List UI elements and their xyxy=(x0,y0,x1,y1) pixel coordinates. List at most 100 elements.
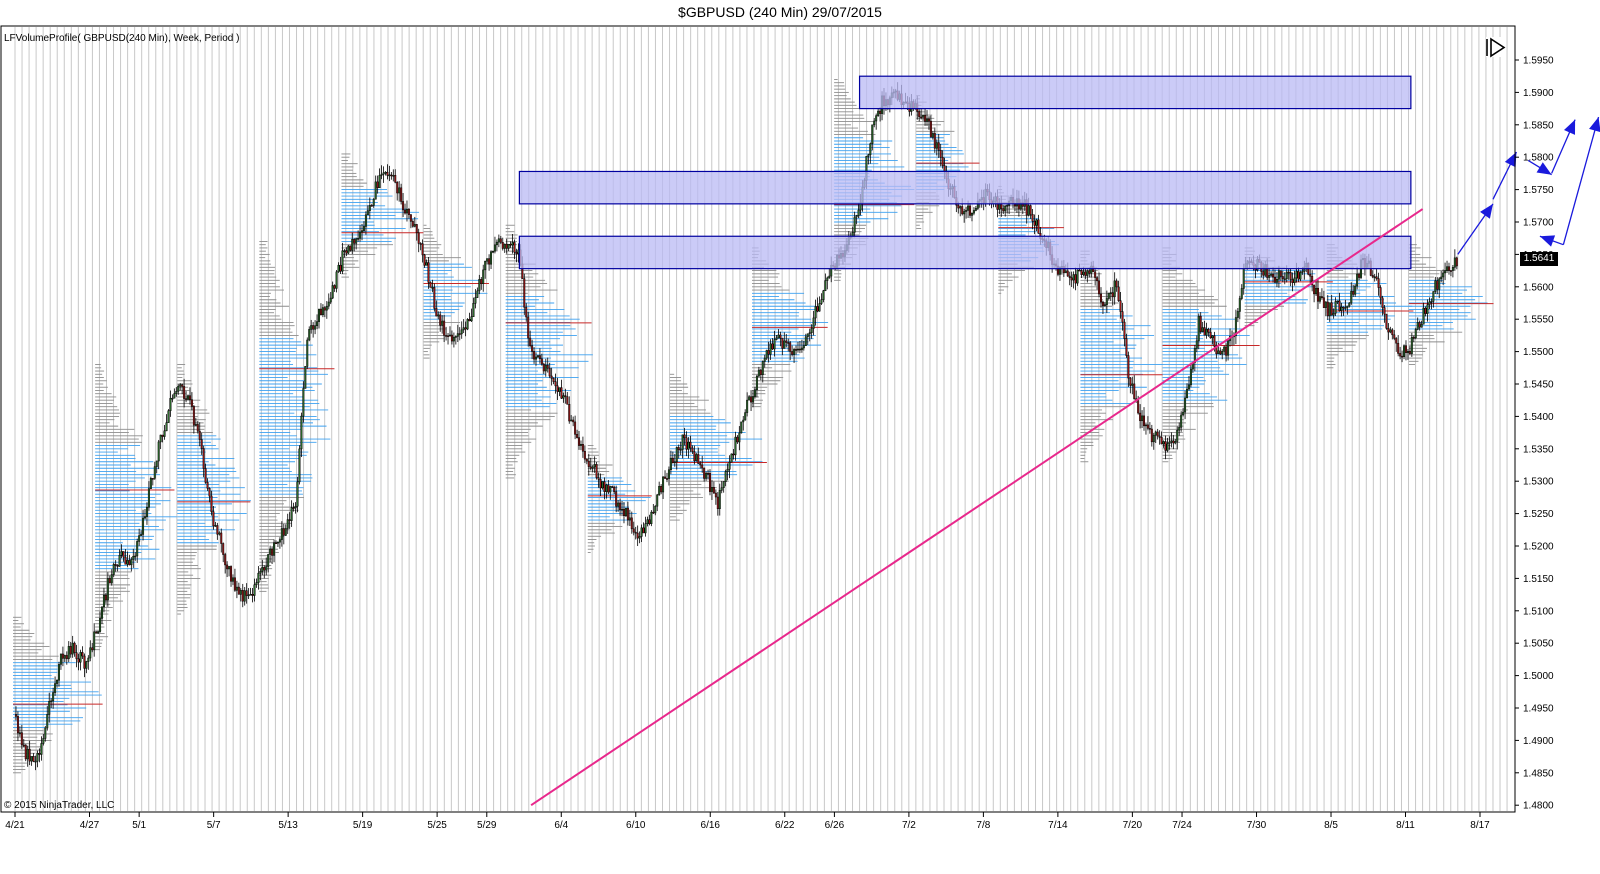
candle-body xyxy=(798,348,801,351)
candle-body xyxy=(284,528,287,536)
candle-body xyxy=(214,525,217,527)
candle-body xyxy=(398,187,401,194)
candle-body xyxy=(1098,280,1101,295)
candle-body xyxy=(1328,302,1331,317)
candle-body xyxy=(327,301,330,307)
candle-body xyxy=(501,242,504,249)
candle-body xyxy=(478,279,481,292)
y-tick-label: 1.5700 xyxy=(1523,218,1554,229)
candle-body xyxy=(525,306,528,318)
candle-body xyxy=(961,206,964,215)
candle-body xyxy=(1174,441,1177,444)
candle-body xyxy=(1137,400,1140,414)
y-tick-label: 1.4950 xyxy=(1523,704,1554,715)
candle-body xyxy=(386,171,389,176)
candle-body xyxy=(781,337,784,349)
candle-body xyxy=(1279,270,1282,277)
candle-body xyxy=(742,419,745,423)
candle-body xyxy=(998,203,1001,210)
candle-body xyxy=(24,744,27,760)
candle-body xyxy=(460,329,463,335)
candle-body xyxy=(370,205,373,207)
candle-body xyxy=(759,369,762,375)
collapse-icon[interactable] xyxy=(1486,37,1506,58)
candle-body xyxy=(429,282,432,288)
candle-body xyxy=(1205,328,1208,336)
candle-body xyxy=(746,399,749,413)
y-tick-label: 1.5400 xyxy=(1523,412,1554,423)
candle-body xyxy=(231,577,234,582)
candle-body xyxy=(871,124,874,144)
candle-body xyxy=(1168,441,1171,444)
candle-body xyxy=(1035,219,1038,226)
candle-body xyxy=(454,336,457,338)
candle-body xyxy=(224,554,227,566)
candle-body xyxy=(50,700,53,703)
candle-body xyxy=(1088,270,1091,274)
candle-body xyxy=(1336,300,1339,303)
candle-body xyxy=(404,209,407,214)
candle-body xyxy=(183,386,186,399)
candle-body xyxy=(1141,415,1144,421)
candle-body xyxy=(57,664,60,681)
x-tick-label: 4/21 xyxy=(5,820,25,831)
candle-body xyxy=(116,565,119,567)
candle-body xyxy=(1289,272,1292,280)
candle-body xyxy=(32,756,35,762)
candle-body xyxy=(779,334,782,339)
candle-body xyxy=(378,175,381,189)
candle-body xyxy=(558,387,561,392)
candle-body xyxy=(689,441,692,449)
candle-body xyxy=(114,564,117,566)
x-tick-label: 5/19 xyxy=(353,820,373,831)
candle-body xyxy=(1379,287,1382,299)
candle-body xyxy=(355,238,358,244)
candle-body xyxy=(879,110,882,114)
candle-body xyxy=(767,350,770,355)
candle-body xyxy=(468,319,471,322)
candle-body xyxy=(300,415,303,450)
candle-body xyxy=(196,424,199,432)
candle-body xyxy=(56,679,59,684)
candle-body xyxy=(316,321,319,326)
projection-arrow-head xyxy=(1589,117,1600,132)
candle-body xyxy=(615,491,618,507)
candle-body xyxy=(443,320,446,336)
candle-body xyxy=(263,567,266,571)
candle-body xyxy=(294,505,297,509)
candle-body xyxy=(411,221,414,227)
candle-body xyxy=(937,142,940,151)
candle-body xyxy=(583,450,586,460)
candle-body xyxy=(450,334,453,342)
candle-body xyxy=(734,436,737,456)
candle-body xyxy=(1322,297,1325,308)
candle-body xyxy=(1299,272,1302,280)
candle-body xyxy=(488,258,491,265)
candle-body xyxy=(1315,287,1318,295)
candle-body xyxy=(939,150,942,158)
candle-body xyxy=(626,507,629,521)
candle-body xyxy=(492,250,494,253)
candle-body xyxy=(1186,388,1189,399)
candle-body xyxy=(507,243,510,249)
candle-body xyxy=(1029,205,1032,215)
candle-body xyxy=(255,582,258,586)
candle-body xyxy=(171,397,174,400)
candle-body xyxy=(333,285,336,289)
candle-body xyxy=(730,453,733,463)
candle-body xyxy=(239,590,242,595)
candle-body xyxy=(1160,437,1163,445)
candle-body xyxy=(531,345,534,352)
candle-body xyxy=(755,375,758,390)
candle-body xyxy=(566,396,569,405)
candle-body xyxy=(390,174,393,177)
x-tick-label: 5/25 xyxy=(427,820,447,831)
candle-body xyxy=(943,165,946,172)
candle-body xyxy=(628,517,631,521)
candle-body xyxy=(339,264,342,272)
candle-body xyxy=(1401,355,1404,358)
candle-body xyxy=(271,548,274,556)
candle-body xyxy=(265,566,268,571)
